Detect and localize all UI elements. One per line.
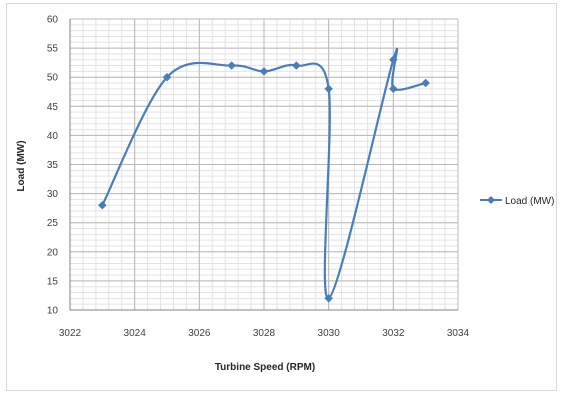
x-tick-label: 3034: [447, 328, 470, 339]
x-axis-label: Turbine Speed (RPM): [215, 362, 315, 373]
x-tick-label: 3030: [318, 328, 341, 339]
y-tick-label: 30: [47, 189, 59, 200]
data-point: [291, 61, 301, 70]
y-axis-label: Load (MW): [16, 140, 27, 191]
data-point: [227, 61, 237, 70]
data-point: [259, 67, 269, 76]
data-point: [388, 55, 398, 65]
y-tick-label: 55: [47, 44, 59, 55]
x-tick-label: 3024: [124, 328, 147, 339]
y-tick-label: 50: [47, 73, 59, 84]
y-tick-label: 40: [47, 131, 59, 142]
data-point: [324, 84, 334, 94]
y-tick-labels: 10 15 20 25 30 35 40 45 50 55 60: [47, 15, 59, 317]
y-tick-label: 10: [47, 306, 59, 317]
major-grid: [69, 18, 459, 311]
x-tick-labels: 3022 3024 3026 3028 3030 3032 3034: [59, 328, 470, 339]
series-group: [97, 48, 431, 303]
data-point: [388, 84, 398, 94]
legend: Load (MW): [480, 196, 554, 207]
y-tick-label: 60: [47, 15, 59, 26]
data-point: [324, 294, 334, 303]
x-tick-label: 3026: [188, 328, 211, 339]
y-tick-label: 15: [47, 276, 59, 287]
data-point: [162, 72, 172, 82]
data-point: [421, 78, 431, 88]
x-tick-label: 3022: [59, 328, 82, 339]
x-tick-label: 3032: [382, 328, 405, 339]
x-tick-label: 3028: [253, 328, 276, 339]
y-tick-label: 20: [47, 247, 59, 258]
y-tick-label: 45: [47, 102, 59, 113]
axes: [69, 19, 458, 311]
y-tick-label: 25: [47, 218, 59, 229]
y-tick-label: 35: [47, 160, 59, 171]
data-point: [97, 200, 107, 210]
legend-label: Load (MW): [505, 196, 554, 207]
legend-marker: [487, 196, 495, 204]
